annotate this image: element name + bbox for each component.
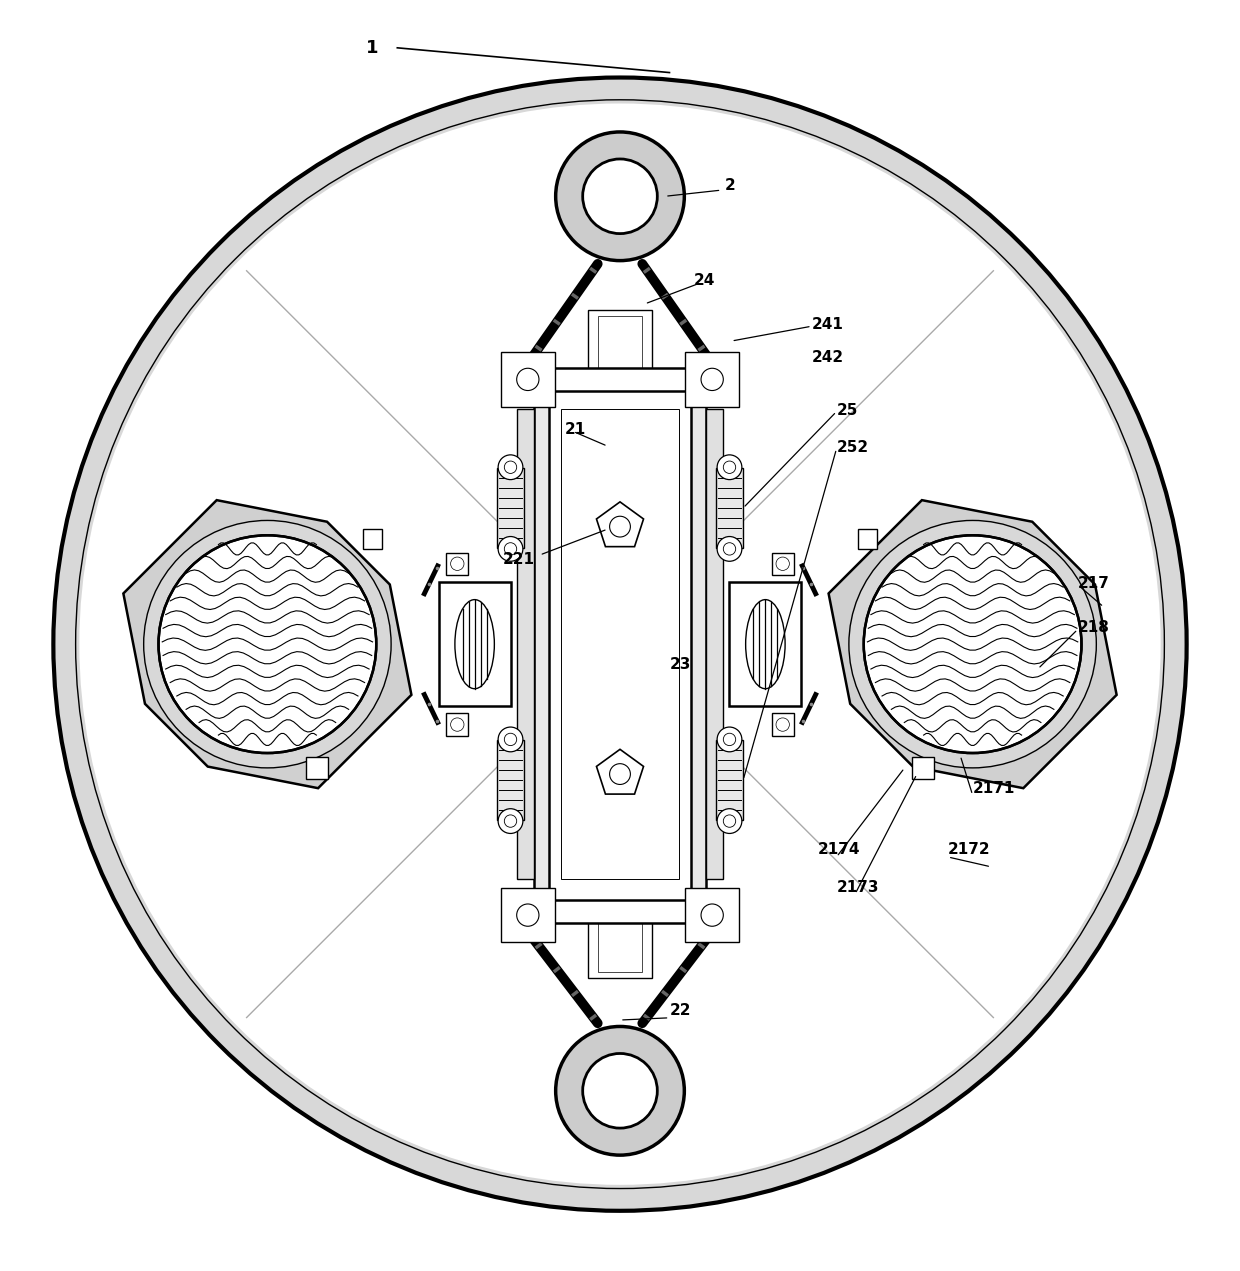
Circle shape (505, 733, 517, 746)
Text: 217: 217 (1078, 577, 1110, 591)
Circle shape (701, 369, 723, 390)
Polygon shape (596, 502, 644, 547)
Text: 241: 241 (812, 316, 843, 332)
Bar (439, 582, 511, 705)
Bar (517, 409, 534, 880)
Circle shape (517, 369, 539, 390)
Circle shape (505, 815, 517, 827)
Circle shape (723, 543, 735, 555)
Circle shape (498, 455, 523, 479)
Text: 2173: 2173 (837, 880, 879, 895)
Bar (598, 316, 642, 379)
Text: 252: 252 (837, 440, 869, 455)
Circle shape (583, 159, 657, 234)
Circle shape (701, 904, 723, 927)
Text: 22: 22 (670, 1003, 691, 1018)
Bar (528, 900, 712, 923)
Text: 2: 2 (725, 178, 735, 193)
Circle shape (717, 727, 742, 752)
Polygon shape (828, 500, 1117, 788)
Bar (706, 409, 723, 880)
Circle shape (498, 808, 523, 834)
Bar (715, 468, 743, 548)
Bar (446, 553, 469, 574)
Circle shape (450, 557, 464, 571)
Bar (306, 756, 329, 779)
Text: 21: 21 (564, 422, 585, 437)
Circle shape (505, 461, 517, 473)
Text: 25: 25 (837, 403, 858, 418)
Circle shape (583, 1054, 657, 1129)
Circle shape (517, 904, 539, 927)
Circle shape (53, 78, 1187, 1211)
Bar (588, 904, 652, 979)
Bar (684, 352, 739, 407)
Circle shape (159, 535, 376, 752)
Circle shape (144, 520, 391, 768)
Text: 1: 1 (366, 39, 378, 57)
Polygon shape (123, 500, 412, 788)
Bar (501, 888, 556, 942)
Bar (562, 409, 678, 880)
Circle shape (79, 103, 1161, 1185)
Bar (771, 713, 794, 736)
Text: 242: 242 (812, 350, 844, 365)
Bar (588, 310, 652, 384)
Text: 24: 24 (694, 273, 715, 289)
Bar (497, 740, 525, 821)
Circle shape (505, 543, 517, 555)
Bar (715, 740, 743, 821)
Circle shape (450, 718, 464, 731)
Circle shape (53, 78, 1187, 1211)
Text: 2172: 2172 (947, 843, 991, 858)
Bar (858, 529, 878, 549)
Circle shape (498, 536, 523, 562)
Polygon shape (596, 750, 644, 794)
Bar (497, 468, 525, 548)
Circle shape (723, 461, 735, 473)
Text: 218: 218 (1078, 620, 1110, 634)
Text: 221: 221 (502, 552, 534, 567)
Circle shape (498, 727, 523, 752)
Circle shape (717, 455, 742, 479)
Bar (729, 582, 801, 705)
Circle shape (776, 718, 790, 731)
Bar (446, 713, 469, 736)
Bar (598, 910, 642, 972)
Circle shape (556, 1027, 684, 1155)
Bar (362, 529, 382, 549)
Ellipse shape (745, 600, 785, 689)
Bar (911, 756, 934, 779)
Ellipse shape (455, 600, 495, 689)
Bar (684, 888, 739, 942)
Circle shape (610, 764, 630, 784)
Circle shape (864, 535, 1081, 752)
Circle shape (849, 520, 1096, 768)
Text: 2174: 2174 (818, 843, 861, 858)
Circle shape (717, 536, 742, 562)
Bar (549, 384, 691, 904)
Circle shape (717, 808, 742, 834)
Bar (771, 553, 794, 574)
Circle shape (776, 557, 790, 571)
Circle shape (723, 733, 735, 746)
Bar (528, 369, 712, 390)
Text: 2171: 2171 (972, 780, 1016, 796)
Circle shape (610, 516, 630, 538)
Circle shape (556, 132, 684, 261)
Bar (534, 370, 706, 919)
Text: 23: 23 (670, 657, 691, 672)
Circle shape (723, 815, 735, 827)
Bar (501, 352, 556, 407)
